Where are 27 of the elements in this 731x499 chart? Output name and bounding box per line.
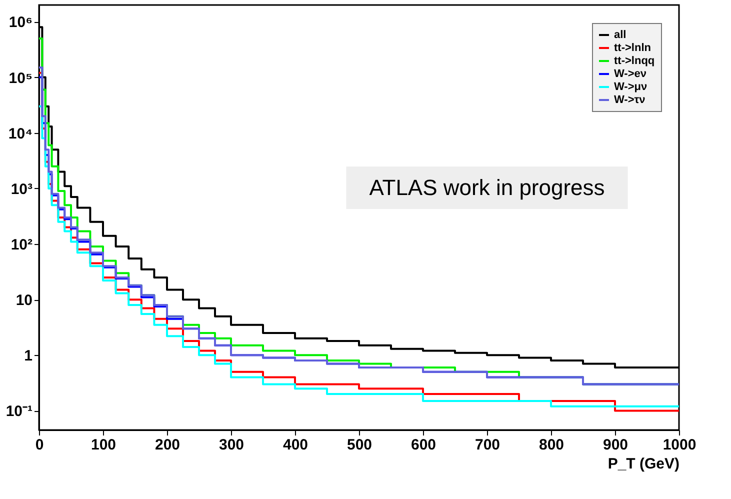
legend-label: W->μν	[614, 81, 648, 93]
y-tick-label: 10³	[10, 180, 32, 198]
y-tick-label: 10⁻¹	[6, 403, 32, 420]
y-tick-label: 10⁴	[8, 125, 32, 142]
x-tick-label: 800	[538, 436, 564, 454]
annotation: ATLAS work in progress	[369, 174, 605, 200]
x-tick-label: 700	[474, 436, 500, 454]
x-tick-label: 1000	[662, 436, 696, 454]
x-tick-label: 200	[154, 436, 180, 454]
x-tick-label: 300	[218, 436, 244, 454]
x-tick-label: 500	[346, 436, 372, 454]
legend-label: all	[614, 29, 626, 41]
x-tick-label: 400	[282, 436, 308, 454]
x-tick-label: 100	[90, 436, 116, 454]
y-tick-label: 1	[24, 348, 32, 365]
y-tick-label: 10⁵	[8, 70, 32, 87]
legend-label: tt->lnln	[614, 42, 652, 54]
y-tick-label: 10⁶	[8, 14, 32, 32]
x-tick-label: 600	[410, 436, 436, 454]
y-tick-label: 10	[16, 292, 32, 310]
x-tick-label: 0	[35, 436, 44, 454]
y-tick-label: 10²	[10, 236, 32, 254]
x-axis-title: P_T (GeV)	[608, 456, 680, 472]
legend-label: W->eν	[614, 68, 646, 80]
legend-label: tt->lnqq	[614, 55, 655, 67]
legend-label: W->τν	[614, 94, 646, 106]
x-tick-label: 900	[602, 436, 628, 454]
